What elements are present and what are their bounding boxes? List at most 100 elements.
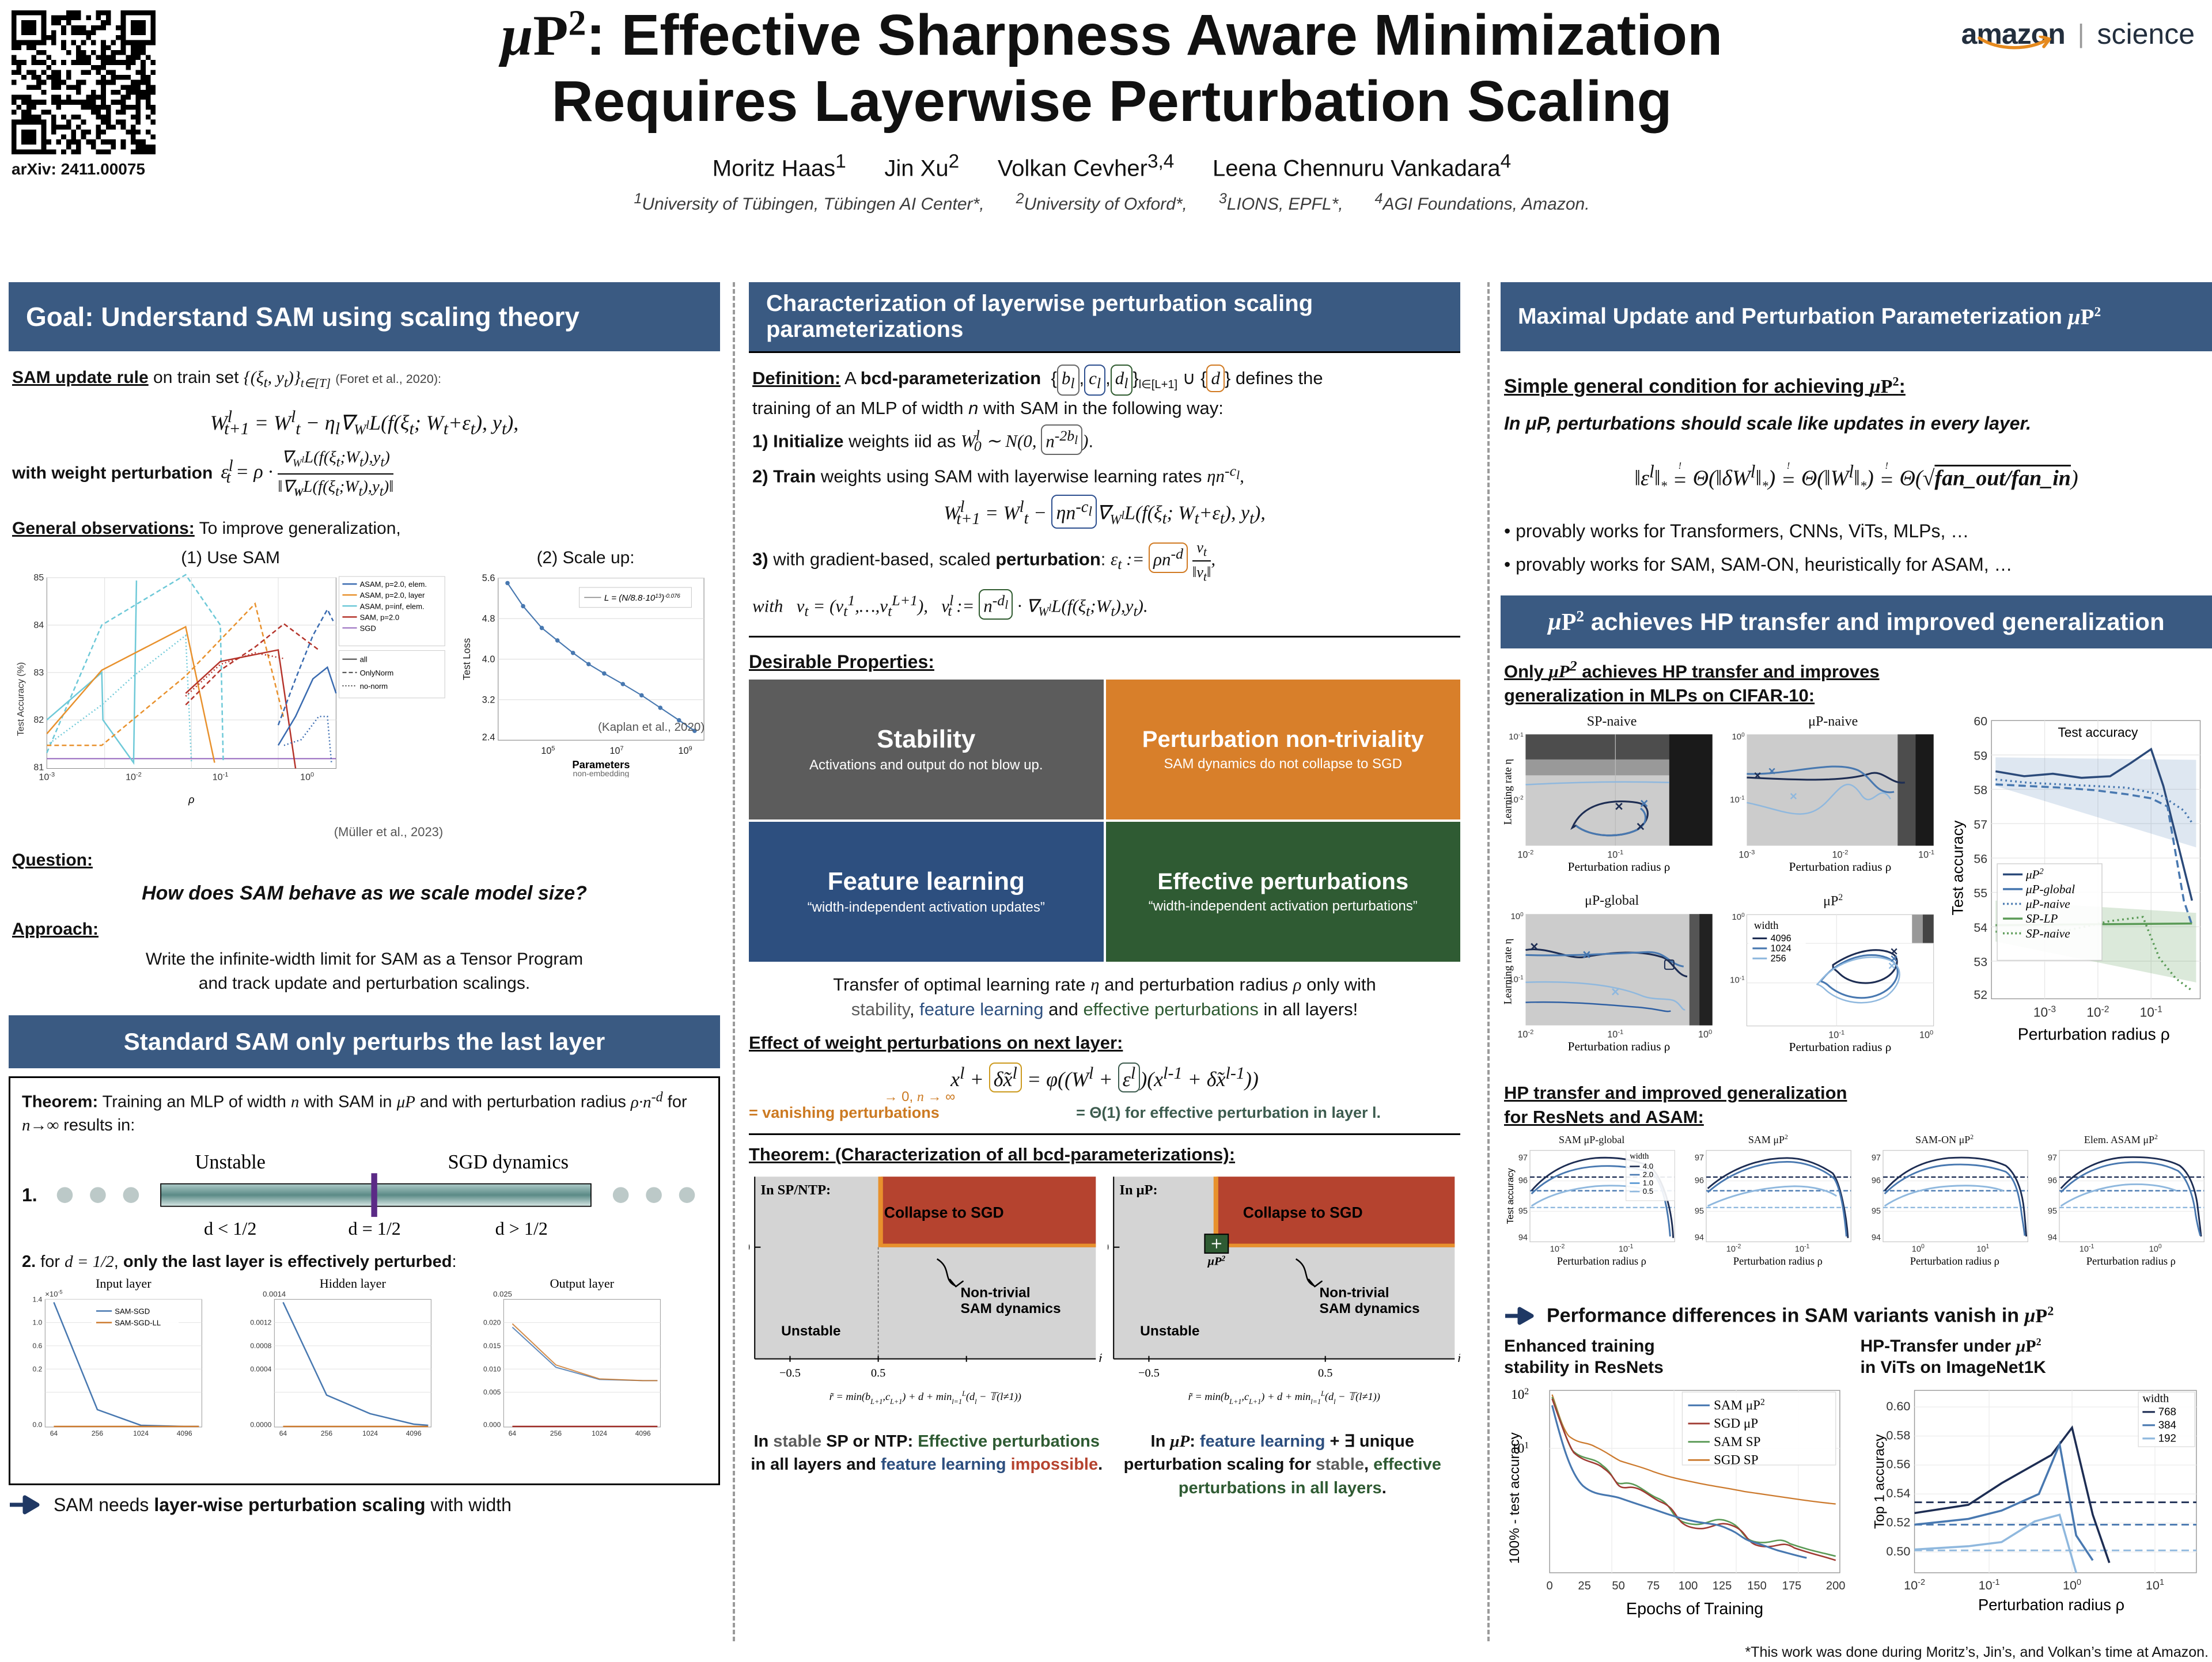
svg-text:10-1: 10-1: [1607, 849, 1623, 860]
svg-text:×: ×: [1888, 958, 1896, 973]
svg-text:all: all: [360, 655, 368, 664]
svg-text:Epochs of Training: Epochs of Training: [1626, 1600, 1763, 1618]
svg-text:−0.5: −0.5: [1138, 1367, 1159, 1379]
svg-text:10-2: 10-2: [1550, 1243, 1565, 1254]
svg-text:μP-global: μP-global: [2025, 882, 2075, 896]
svg-text:100: 100: [1919, 1029, 1933, 1040]
svg-text:175: 175: [1782, 1579, 1802, 1592]
svg-text:3.2: 3.2: [482, 695, 495, 705]
svg-text:0.58: 0.58: [1886, 1428, 1910, 1442]
svg-text:10-2: 10-2: [126, 772, 142, 783]
svg-text:0.2: 0.2: [32, 1365, 42, 1373]
svg-text:0: 0: [1547, 1579, 1553, 1592]
svg-text:1024: 1024: [362, 1429, 378, 1437]
svg-text:256: 256: [1771, 953, 1786, 963]
svg-text:52: 52: [1974, 988, 1988, 1001]
svg-text:96: 96: [1871, 1176, 1880, 1185]
svg-text:97: 97: [1695, 1153, 1704, 1163]
svg-text:100: 100: [300, 772, 314, 783]
svg-text:84: 84: [33, 620, 44, 630]
svg-text:10-2: 10-2: [1726, 1243, 1741, 1254]
svg-text:Non-trivial: Non-trivial: [960, 1285, 1030, 1300]
svg-text:85: 85: [33, 572, 44, 583]
svg-text:Perturbation radius ρ: Perturbation radius ρ: [1557, 1256, 1646, 1268]
svg-text:100: 100: [1679, 1579, 1698, 1592]
svg-text:95: 95: [1518, 1206, 1528, 1216]
svg-text:×: ×: [1582, 947, 1591, 963]
svg-text:1024: 1024: [592, 1429, 607, 1437]
svg-text:2.0: 2.0: [1643, 1170, 1653, 1179]
svg-text:(Kaplan et al., 2020): (Kaplan et al., 2020): [598, 720, 704, 734]
svg-text:−0.5: −0.5: [779, 1367, 801, 1379]
svg-text:Perturbation radius ρ: Perturbation radius ρ: [1978, 1595, 2124, 1613]
svg-text:×: ×: [1611, 984, 1620, 1000]
svg-text:×: ×: [1530, 939, 1539, 955]
svg-text:55: 55: [1974, 886, 1988, 900]
svg-text:Output layer: Output layer: [550, 1276, 615, 1291]
svg-text:Perturbation radius ρ: Perturbation radius ρ: [1910, 1256, 1999, 1268]
svg-text:0.0: 0.0: [32, 1421, 42, 1429]
svg-text:64: 64: [279, 1429, 287, 1437]
svg-text:ASAM, p=inf, elem.: ASAM, p=inf, elem.: [360, 602, 425, 610]
svg-text:10-2: 10-2: [2087, 1004, 2109, 1020]
svg-text:10-3: 10-3: [2033, 1004, 2056, 1020]
svg-text:57: 57: [1974, 818, 1988, 832]
svg-text:5.6: 5.6: [482, 573, 495, 583]
svg-text:95: 95: [2048, 1206, 2057, 1216]
svg-text:10-2: 10-2: [1904, 1577, 1925, 1592]
svg-text:97: 97: [1518, 1153, 1528, 1163]
svg-text:In SP/NTP:: In SP/NTP:: [760, 1182, 831, 1197]
svg-text:Test Loss: Test Loss: [461, 638, 472, 680]
svg-text:0.0004: 0.0004: [250, 1365, 271, 1373]
svg-text:Unstable: Unstable: [781, 1323, 840, 1338]
svg-text:Perturbation radius ρ: Perturbation radius ρ: [2086, 1256, 2175, 1268]
svg-text:×: ×: [1615, 799, 1623, 815]
svg-text:In μP:: In μP:: [1119, 1182, 1157, 1197]
svg-text:ASAM, p=2.0, elem.: ASAM, p=2.0, elem.: [360, 580, 427, 589]
svg-text:1024: 1024: [133, 1429, 149, 1437]
svg-text:ρ: ρ: [188, 794, 194, 806]
svg-text:OnlyNorm: OnlyNorm: [360, 669, 394, 677]
svg-text:96: 96: [2048, 1176, 2057, 1185]
svg-text:82: 82: [33, 715, 44, 725]
svg-text:×: ×: [1637, 819, 1645, 835]
svg-text:58: 58: [1974, 783, 1988, 797]
svg-text:10-1: 10-1: [1730, 975, 1745, 985]
svg-text:SAM-SGD-LL: SAM-SGD-LL: [115, 1318, 161, 1327]
svg-text:94: 94: [1518, 1234, 1528, 1243]
svg-text:100: 100: [1698, 1029, 1712, 1039]
svg-text:μP-naive: μP-naive: [2025, 897, 2070, 910]
svg-text:SGD μP: SGD μP: [1714, 1416, 1758, 1430]
svg-text:0.0012: 0.0012: [250, 1318, 271, 1326]
svg-text:100% - test accuracy: 100% - test accuracy: [1507, 1432, 1522, 1564]
svg-text:75: 75: [1647, 1579, 1660, 1592]
svg-text:d = 1/2: d = 1/2: [349, 1218, 401, 1238]
svg-text:0.0000: 0.0000: [250, 1421, 271, 1429]
svg-text:r̃: r̃: [1457, 1350, 1460, 1364]
svg-text:1.0: 1.0: [1643, 1178, 1653, 1187]
svg-text:Learning rate η: Learning rate η: [1504, 759, 1514, 825]
svg-text:width: width: [1754, 920, 1779, 932]
svg-text:2.4: 2.4: [482, 732, 495, 742]
svg-text:0.5: 0.5: [871, 1367, 886, 1379]
svg-text:0.005: 0.005: [483, 1388, 501, 1396]
svg-text:SGD SP: SGD SP: [1714, 1452, 1758, 1467]
svg-text:Perturbation radius ρ: Perturbation radius ρ: [2018, 1025, 2170, 1044]
svg-text:1024: 1024: [1771, 943, 1791, 954]
svg-text:SP-LP: SP-LP: [2026, 912, 2058, 925]
svg-text:Input layer: Input layer: [96, 1276, 151, 1291]
svg-text:0.020: 0.020: [483, 1318, 501, 1326]
svg-text:10-1: 10-1: [2140, 1004, 2162, 1020]
svg-text:256: 256: [550, 1429, 562, 1437]
svg-text:Test accuracy: Test accuracy: [1949, 820, 1967, 915]
svg-text:SAM dynamics: SAM dynamics: [1319, 1301, 1419, 1316]
svg-text:4096: 4096: [177, 1429, 192, 1437]
svg-text:0.010: 0.010: [483, 1365, 501, 1373]
svg-text:0.6: 0.6: [32, 1342, 42, 1350]
svg-text:105: 105: [541, 745, 555, 756]
svg-text:59: 59: [1974, 749, 1988, 762]
svg-text:10-1: 10-1: [1730, 795, 1745, 805]
svg-text:10-2: 10-2: [1509, 795, 1524, 805]
svg-text:Top 1 accuracy: Top 1 accuracy: [1872, 1433, 1887, 1528]
svg-text:256: 256: [321, 1429, 332, 1437]
